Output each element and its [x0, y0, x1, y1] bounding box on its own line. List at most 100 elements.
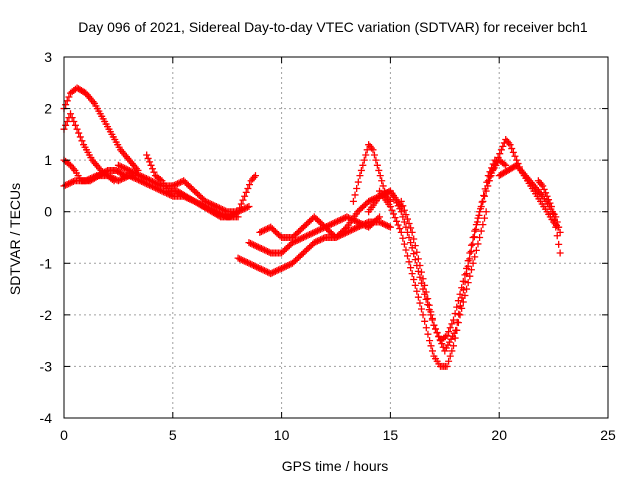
- data-point: [245, 259, 253, 267]
- data-point: [481, 185, 489, 193]
- data-point: [362, 151, 370, 159]
- data-point: [70, 117, 78, 125]
- data-point: [285, 261, 293, 269]
- data-point: [450, 342, 458, 350]
- data-point: [435, 332, 443, 340]
- data-point: [348, 226, 356, 234]
- data-point: [445, 328, 453, 336]
- data-point: [414, 255, 422, 263]
- data-point: [65, 180, 73, 188]
- data-point: [118, 163, 126, 171]
- data-point: [430, 321, 438, 329]
- data-point: [270, 268, 278, 276]
- data-point: [539, 182, 547, 190]
- data-point: [276, 265, 284, 273]
- data-point: [472, 225, 480, 233]
- data-point: [388, 206, 396, 214]
- data-point: [312, 238, 320, 246]
- data-point: [83, 176, 91, 184]
- data-point: [242, 188, 250, 196]
- data-point: [215, 204, 223, 212]
- data-point: [413, 248, 421, 256]
- data-point: [545, 196, 553, 204]
- data-point: [469, 259, 477, 267]
- data-point: [141, 174, 149, 182]
- data-point: [337, 216, 345, 224]
- data-point: [110, 175, 118, 183]
- data-point: [540, 185, 548, 193]
- data-point: [464, 279, 472, 287]
- data-point: [284, 261, 292, 269]
- data-point: [445, 357, 453, 365]
- data-point: [262, 225, 270, 233]
- data-point: [456, 311, 464, 319]
- data-point: [245, 203, 253, 211]
- data-point: [473, 218, 481, 226]
- data-point: [75, 129, 83, 137]
- data-point: [509, 148, 517, 156]
- data-point: [416, 299, 424, 307]
- data-point: [62, 181, 70, 189]
- data-point: [383, 222, 391, 230]
- data-point: [262, 267, 270, 275]
- data-point: [73, 125, 81, 133]
- data-point: [88, 174, 96, 182]
- data-point: [376, 213, 384, 221]
- data-point: [63, 117, 71, 125]
- data-point: [386, 223, 394, 231]
- data-point: [399, 202, 407, 210]
- data-point: [248, 240, 256, 248]
- data-point: [119, 175, 127, 183]
- data-point: [293, 236, 301, 244]
- data-point: [114, 177, 122, 185]
- data-point: [500, 160, 508, 168]
- data-point: [334, 217, 342, 225]
- data-point: [312, 228, 320, 236]
- data-point: [135, 171, 143, 179]
- data-point: [479, 221, 487, 229]
- series-track-f: [143, 151, 259, 221]
- data-point: [65, 160, 73, 168]
- data-point: [553, 232, 561, 240]
- data-point: [427, 308, 435, 316]
- data-point: [279, 264, 287, 272]
- data-point: [222, 207, 230, 215]
- x-tick-label: 25: [600, 427, 616, 443]
- data-point: [234, 254, 242, 262]
- data-point: [243, 203, 251, 211]
- data-point: [464, 262, 472, 270]
- data-point: [71, 121, 79, 129]
- data-point: [250, 261, 258, 269]
- data-point: [245, 239, 253, 247]
- data-point: [463, 285, 471, 293]
- data-point: [422, 288, 430, 296]
- data-point: [208, 200, 216, 208]
- data-point: [466, 249, 474, 257]
- data-point: [251, 262, 259, 270]
- data-point: [377, 219, 385, 227]
- data-point: [411, 256, 419, 264]
- data-point: [478, 198, 486, 206]
- data-point: [148, 165, 156, 173]
- data-point: [144, 154, 152, 162]
- data-point: [273, 267, 281, 275]
- data-point: [237, 256, 245, 264]
- data-point: [307, 230, 315, 238]
- data-point: [391, 214, 399, 222]
- data-point: [471, 253, 479, 261]
- data-point: [133, 170, 141, 178]
- data-point: [243, 259, 251, 267]
- data-point: [304, 231, 312, 239]
- data-point: [369, 146, 377, 154]
- data-point: [461, 271, 469, 279]
- data-point: [290, 238, 298, 246]
- data-point: [256, 244, 264, 252]
- data-point: [385, 222, 393, 230]
- data-point: [417, 268, 425, 276]
- data-point: [152, 179, 160, 187]
- data-point: [506, 141, 514, 149]
- data-point: [443, 362, 451, 370]
- data-point: [413, 287, 421, 295]
- data-point: [419, 311, 427, 319]
- data-point: [456, 302, 464, 310]
